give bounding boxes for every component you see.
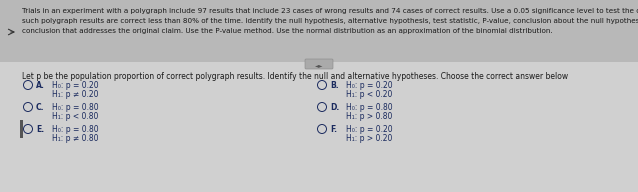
Bar <box>0 0 638 62</box>
Text: H₀: p = 0.20: H₀: p = 0.20 <box>52 81 99 90</box>
Text: C.: C. <box>36 103 45 112</box>
Text: E.: E. <box>36 125 44 134</box>
Text: H₀: p = 0.80: H₀: p = 0.80 <box>52 125 99 134</box>
Text: H₀: p = 0.80: H₀: p = 0.80 <box>346 103 392 112</box>
Text: F.: F. <box>330 125 337 134</box>
Text: H₀: p = 0.20: H₀: p = 0.20 <box>346 81 392 90</box>
Text: conclusion that addresses the original claim. Use the P-value method. Use the no: conclusion that addresses the original c… <box>22 28 553 34</box>
Text: H₁: p > 0.20: H₁: p > 0.20 <box>346 134 392 143</box>
Text: H₀: p = 0.20: H₀: p = 0.20 <box>346 125 392 134</box>
Text: H₀: p = 0.80: H₀: p = 0.80 <box>52 103 99 112</box>
Text: H₁: p < 0.20: H₁: p < 0.20 <box>346 90 392 99</box>
Text: H₁: p ≠ 0.80: H₁: p ≠ 0.80 <box>52 134 98 143</box>
Bar <box>20 120 23 138</box>
FancyBboxPatch shape <box>305 59 333 69</box>
Text: H₁: p < 0.80: H₁: p < 0.80 <box>52 112 98 121</box>
Text: D.: D. <box>330 103 339 112</box>
Text: H₁: p > 0.80: H₁: p > 0.80 <box>346 112 392 121</box>
Text: such polygraph results are correct less than 80% of the time. Identify the null : such polygraph results are correct less … <box>22 18 638 24</box>
Text: Trials in an experiment with a polygraph include 97 results that include 23 case: Trials in an experiment with a polygraph… <box>22 8 638 14</box>
Text: ◄►: ◄► <box>315 63 323 68</box>
Text: B.: B. <box>330 81 339 90</box>
Bar <box>0 62 638 192</box>
Text: H₁: p ≠ 0.20: H₁: p ≠ 0.20 <box>52 90 98 99</box>
Text: A.: A. <box>36 81 45 90</box>
Text: Let p be the population proportion of correct polygraph results. Identify the nu: Let p be the population proportion of co… <box>22 72 568 81</box>
